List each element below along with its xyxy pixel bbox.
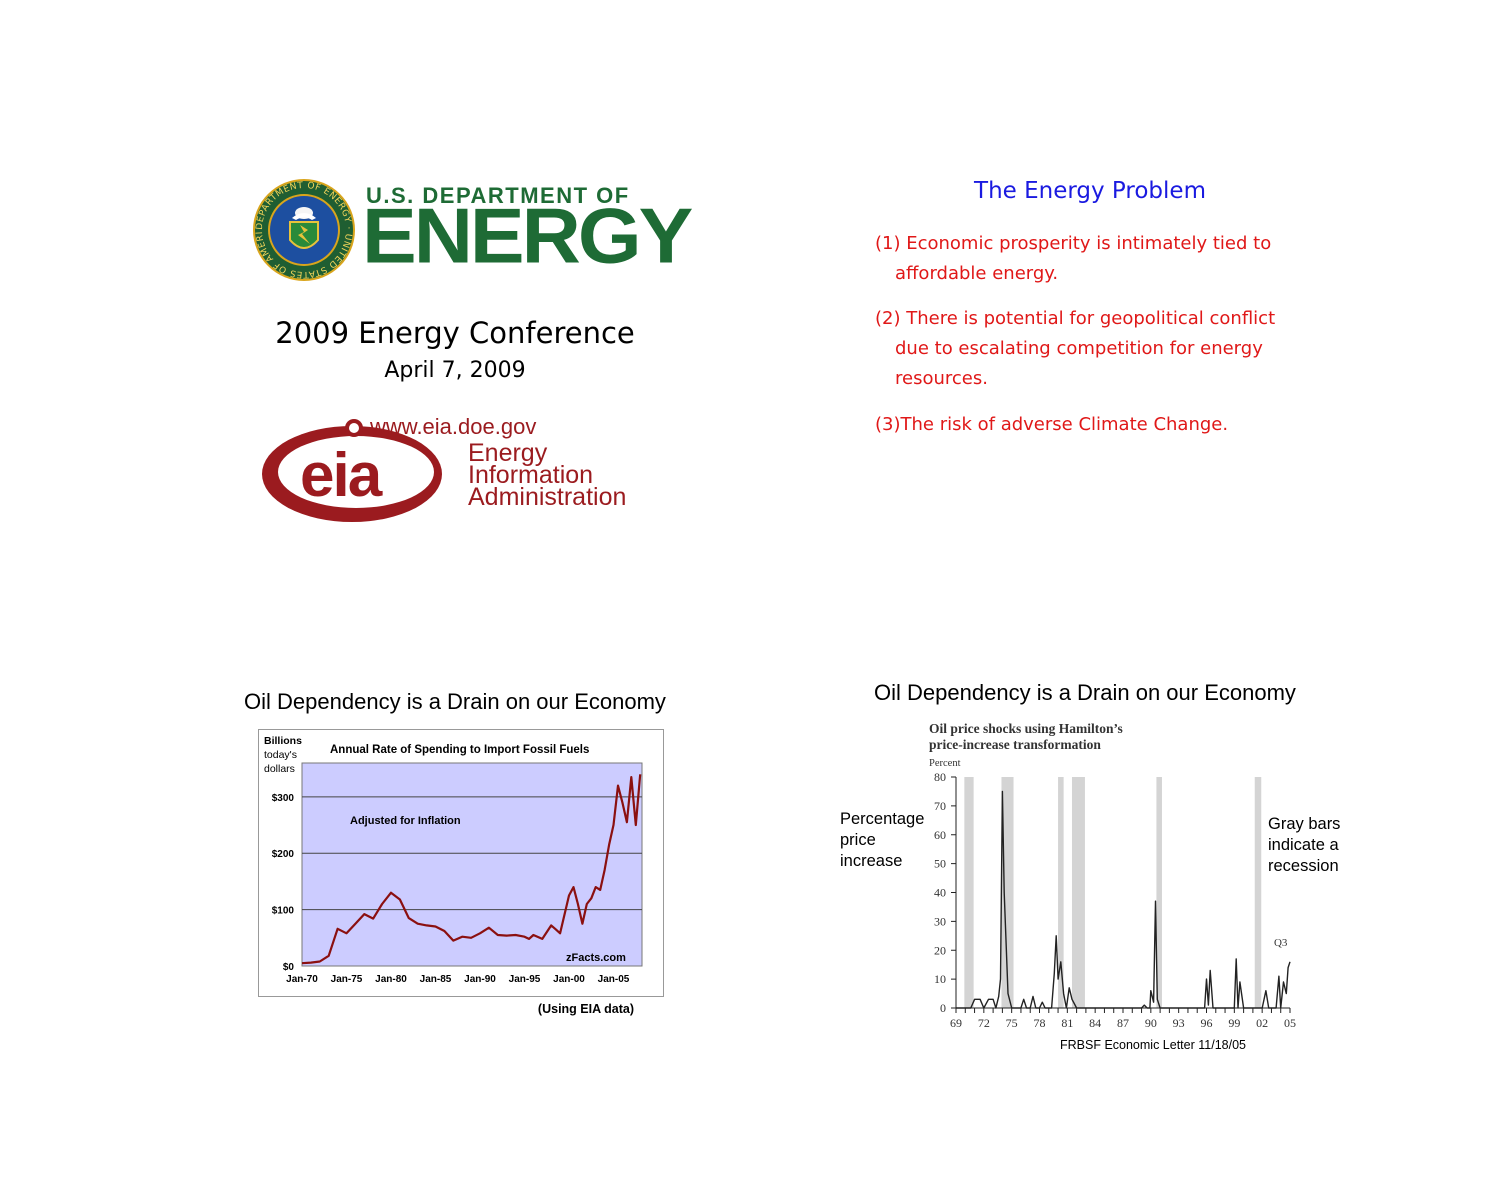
x-tick-label: 69 (950, 1016, 962, 1030)
eia-logo: eia (262, 419, 442, 522)
recession-bar (1058, 777, 1064, 1008)
x-tick-label: 78 (1034, 1016, 1046, 1030)
slide4-source-note: FRBSF Economic Letter 11/18/05 (1060, 1038, 1246, 1052)
x-tick-label: Jan-75 (331, 974, 363, 985)
problem-item-1-line1: (1) Economic prosperity is intimately ti… (875, 233, 1272, 254)
doe-heading-energy: ENERGY (362, 193, 693, 280)
chart-watermark: zFacts.com (566, 952, 626, 964)
recession-bar (1001, 777, 1014, 1008)
y-tick-label: 60 (934, 828, 946, 842)
x-tick-label: Jan-90 (464, 974, 496, 985)
problem-item-2-line3: resources. (895, 368, 988, 389)
eia-name-line-2: Information (468, 461, 594, 489)
slide4-title: Oil Dependency is a Drain on our Economy (874, 680, 1296, 705)
y-tick-label: 20 (934, 943, 946, 957)
x-tick-label: 84 (1089, 1016, 1101, 1030)
left-note-line-3: increase (840, 852, 903, 870)
q3-annotation: Q3 (1274, 937, 1288, 949)
right-note-line-2: indicate a (1268, 836, 1339, 854)
x-tick-label: Jan-95 (509, 974, 541, 985)
oil-price-shocks-chart: Oil price shocks using Hamilton’sprice-i… (929, 721, 1296, 1030)
plot-area (301, 762, 643, 967)
x-tick-label: 75 (1006, 1016, 1018, 1030)
x-tick-label: 87 (1117, 1016, 1129, 1030)
y-axis-label: today's (264, 749, 297, 761)
x-tick-label: 81 (1061, 1016, 1073, 1030)
recession-bar (1071, 777, 1085, 1008)
y-tick-label: 40 (934, 886, 946, 900)
y-tick-label: $200 (272, 849, 295, 860)
chart-title: Annual Rate of Spending to Import Fossil… (330, 744, 589, 756)
y-axis-label: Billions (264, 735, 302, 747)
problem-item-3-line1: (3)The risk of adverse Climate Change. (875, 414, 1229, 435)
doe-seal-logo: DEPARTMENT OF ENERGY · UNITED STATES OF … (252, 178, 355, 281)
y-tick-label: 10 (934, 972, 946, 986)
x-tick-label: Jan-00 (553, 974, 585, 985)
x-tick-label: 05 (1284, 1016, 1296, 1030)
problem-item-2: (2) There is potential for geopolitical … (875, 304, 1305, 394)
eia-name-line-3: Administration (468, 483, 627, 511)
left-note-line-2: price (840, 831, 876, 849)
y-tick-label: 80 (934, 770, 946, 784)
doe-heading-line1: U.S. DEPARTMENT OF (366, 183, 630, 208)
x-tick-label: 02 (1256, 1016, 1268, 1030)
slide3-title: Oil Dependency is a Drain on our Economy (244, 689, 666, 714)
chart-title: Oil price shocks using Hamilton’s (929, 721, 1123, 736)
series-line (956, 790, 1291, 1009)
recession-bar (1254, 777, 1262, 1008)
y-tick-label: $300 (272, 793, 295, 804)
x-tick-label: 72 (978, 1016, 990, 1030)
import-spending-chart: $0 $100 $200 $300 Jan-70 Jan-75 Jan-80 Jan-85 Ja… (258, 729, 664, 997)
problem-item-1: (1) Economic prosperity is intimately ti… (875, 229, 1305, 289)
y-tick-label: 70 (934, 799, 946, 813)
conference-title: 2009 Energy Conference (275, 316, 635, 350)
x-tick-label: Jan-85 (420, 974, 452, 985)
conference-date: April 7, 2009 (384, 358, 526, 383)
right-note-line-1: Gray bars (1268, 815, 1341, 833)
problem-item-1-line2: affordable energy. (895, 263, 1059, 284)
x-tick-label: 96 (1201, 1016, 1213, 1030)
x-tick-label: Jan-70 (286, 974, 318, 985)
energy-problem-title: The Energy Problem (974, 178, 1206, 204)
x-tick-label: 90 (1145, 1016, 1157, 1030)
y-tick-label: 50 (934, 857, 946, 871)
eia-name-line-1: Energy (468, 439, 548, 467)
eia-logo-text: eia (300, 441, 383, 510)
y-tick-label: 0 (940, 1001, 946, 1015)
right-note: Gray bars indicate a recession (1268, 814, 1340, 877)
y-tick-label: $100 (272, 906, 295, 917)
x-tick-label: Jan-05 (598, 974, 630, 985)
x-tick-label: 99 (1228, 1016, 1240, 1030)
slide3-source-note: (Using EIA data) (537, 1002, 634, 1016)
problem-item-3: (3)The risk of adverse Climate Change. (875, 410, 1305, 440)
y-axis-label: Percent (929, 758, 961, 769)
left-note: Percentage price increase (840, 809, 924, 872)
chart-annotation: Adjusted for Inflation (350, 815, 461, 827)
chart-title: price-increase transformation (929, 737, 1101, 752)
left-note-line-1: Percentage (840, 810, 925, 828)
right-note-line-3: recession (1268, 857, 1339, 875)
recession-bar (964, 777, 974, 1008)
x-tick-label: Jan-80 (375, 974, 407, 985)
recession-bar (1156, 777, 1162, 1008)
y-tick-label: $0 (283, 962, 295, 973)
x-tick-label: 93 (1173, 1016, 1185, 1030)
problem-item-2-line1: (2) There is potential for geopolitical … (875, 308, 1276, 329)
y-tick-label: 30 (934, 914, 946, 928)
eia-url: www.eia.doe.gov (370, 414, 537, 439)
y-axis-label: dollars (264, 763, 295, 775)
series-line (301, 774, 642, 965)
problem-item-2-line2: due to escalating competition for energy (895, 338, 1263, 359)
